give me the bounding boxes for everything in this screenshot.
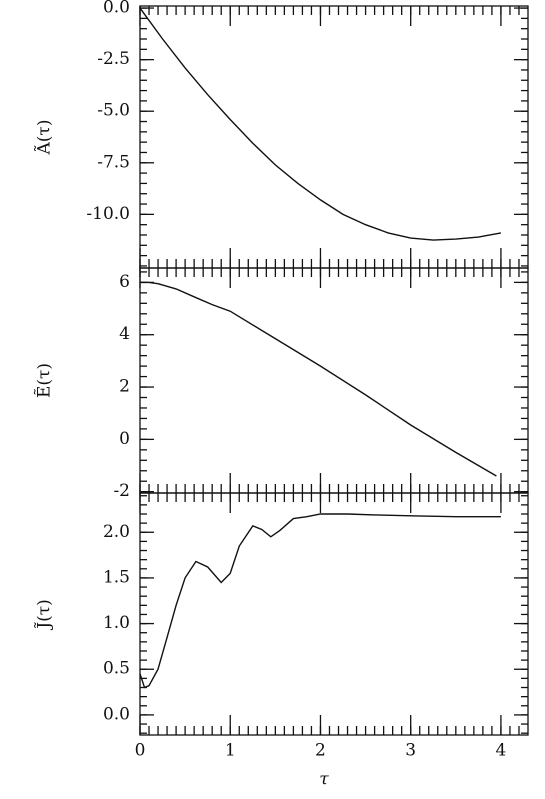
line	[139, 513, 501, 689]
panel-frame	[139, 5, 529, 269]
y-tick-label: -5.0	[97, 101, 130, 121]
panel-frame	[139, 492, 529, 736]
y-tick-label: 6	[119, 272, 130, 292]
y-tick-label: -7.5	[97, 152, 130, 172]
y-axis-label: Ẽ(τ)	[34, 363, 55, 398]
y-tick-label: -2	[113, 481, 130, 501]
y-tick-label: 0.0	[103, 0, 130, 18]
x-tick-label: 3	[405, 741, 416, 761]
y-tick-label: 0.5	[103, 659, 130, 679]
y-tick-label: 2	[119, 377, 130, 397]
x-tick-label: 1	[225, 741, 236, 761]
y-tick-label: 4	[119, 324, 130, 344]
y-tick-label: 0.0	[103, 704, 130, 724]
x-tick-label: 0	[135, 741, 146, 761]
panel-frame	[139, 267, 529, 494]
x-tick-label: 4	[496, 741, 507, 761]
line	[139, 7, 502, 241]
y-axis-label: J̃(τ)	[34, 599, 54, 630]
y-tick-label: 1.5	[103, 567, 130, 587]
x-tick-label: 2	[315, 741, 326, 761]
y-tick-label: -10.0	[86, 204, 130, 224]
y-tick-label: -2.5	[97, 49, 130, 69]
x-axis-label: τ	[319, 770, 329, 790]
y-tick-label: 0	[119, 429, 130, 449]
line	[140, 281, 497, 477]
y-tick-label: 2.0	[103, 522, 130, 542]
y-tick-label: 1.0	[103, 613, 130, 633]
y-axis-label: Ã(τ)	[34, 120, 55, 156]
